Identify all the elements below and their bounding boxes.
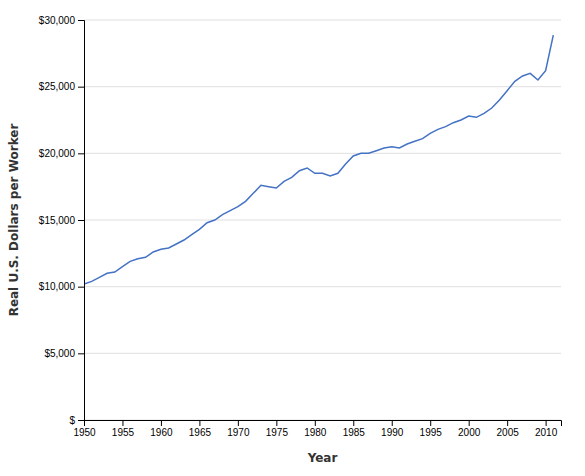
y-tick: $10,000 <box>39 281 84 292</box>
y-tick: $15,000 <box>39 215 84 226</box>
x-tick: 1970 <box>227 420 250 438</box>
y-tick-mark <box>78 153 84 154</box>
y-tick: $20,000 <box>39 148 84 159</box>
x-tick-mark <box>353 420 354 426</box>
x-tick-label: 1970 <box>227 427 250 438</box>
y-tick-mark <box>78 353 84 354</box>
y-axis: $ $5,000 $10,000 $15,000 $20,000 $25,000 $30,0… <box>39 15 85 426</box>
grid-line <box>84 86 561 87</box>
y-tick-label: $10,000 <box>39 281 76 292</box>
y-tick-label: $25,000 <box>39 81 76 92</box>
x-tick: 1980 <box>304 420 327 438</box>
x-tick-mark <box>161 420 162 426</box>
y-tick-label: $20,000 <box>39 148 76 159</box>
x-tick-label: 1955 <box>112 427 135 438</box>
y-tick: $ <box>69 415 84 426</box>
grid-line <box>84 20 561 21</box>
y-axis-title: Real U.S. Dollars per Worker <box>7 124 21 317</box>
y-tick-mark <box>78 287 84 288</box>
marks <box>84 35 553 284</box>
y-tick: $30,000 <box>39 15 84 26</box>
x-tick: 2005 <box>497 420 520 438</box>
grid <box>84 20 561 420</box>
x-tick-label: 1985 <box>343 427 366 438</box>
x-tick: 1985 <box>343 420 366 438</box>
x-tick-label: 1995 <box>420 427 443 438</box>
x-tick-mark <box>392 420 393 426</box>
plot: 1950 1955 1960 1965 1970 1975 1980 1985 1990 1995… <box>39 15 562 438</box>
grid-line <box>84 220 561 221</box>
x-tick-label: 1980 <box>304 427 327 438</box>
x-tick-mark <box>199 420 200 426</box>
line <box>84 35 553 284</box>
x-tick-mark <box>238 420 239 426</box>
x-tick-label: 2005 <box>497 427 520 438</box>
x-tick-label: 1965 <box>189 427 212 438</box>
grid-line <box>84 353 561 354</box>
y-tick-label: $15,000 <box>39 215 76 226</box>
y-tick-mark <box>78 420 84 421</box>
y-tick-mark <box>78 87 84 88</box>
x-axis-title: Year <box>307 451 338 465</box>
x-tick: 1995 <box>420 420 443 438</box>
x-tick: 1965 <box>189 420 212 438</box>
x-axis-line <box>85 421 562 427</box>
grid-line <box>84 286 561 287</box>
x-tick: 2000 <box>458 420 481 438</box>
x-tick: 1950 <box>73 420 96 438</box>
x-tick-label: 1990 <box>381 427 404 438</box>
x-tick-mark <box>276 420 277 426</box>
x-tick-mark <box>315 420 316 426</box>
x-tick-label: 2010 <box>535 427 558 438</box>
x-tick: 2010 <box>535 420 558 438</box>
x-tick-mark <box>546 420 547 426</box>
x-tick-label: 1960 <box>150 427 173 438</box>
y-tick-label: $ <box>69 415 75 426</box>
y-tick: $5,000 <box>44 348 84 359</box>
x-tick: 1960 <box>150 420 173 438</box>
y-tick-mark <box>78 20 84 21</box>
x-tick: 1955 <box>112 420 135 438</box>
grid-line <box>84 153 561 154</box>
x-axis: 1950 1955 1960 1965 1970 1975 1980 1985 1990 1995… <box>73 420 561 438</box>
x-tick-label: 2000 <box>458 427 481 438</box>
chart: 1950 1955 1960 1965 1970 1975 1980 1985 1990 1995… <box>0 0 585 476</box>
x-tick-mark <box>122 420 123 426</box>
y-tick: $25,000 <box>39 81 84 92</box>
y-tick-mark <box>78 220 84 221</box>
x-tick-mark <box>469 420 470 426</box>
x-tick: 1975 <box>266 420 289 438</box>
y-tick-label: $30,000 <box>39 15 76 26</box>
x-tick-label: 1950 <box>73 427 96 438</box>
x-tick: 1990 <box>381 420 404 438</box>
y-axis-line <box>78 21 85 421</box>
x-tick-mark <box>430 420 431 426</box>
x-tick-mark <box>507 420 508 426</box>
x-tick-label: 1975 <box>266 427 289 438</box>
y-tick-label: $5,000 <box>44 348 75 359</box>
